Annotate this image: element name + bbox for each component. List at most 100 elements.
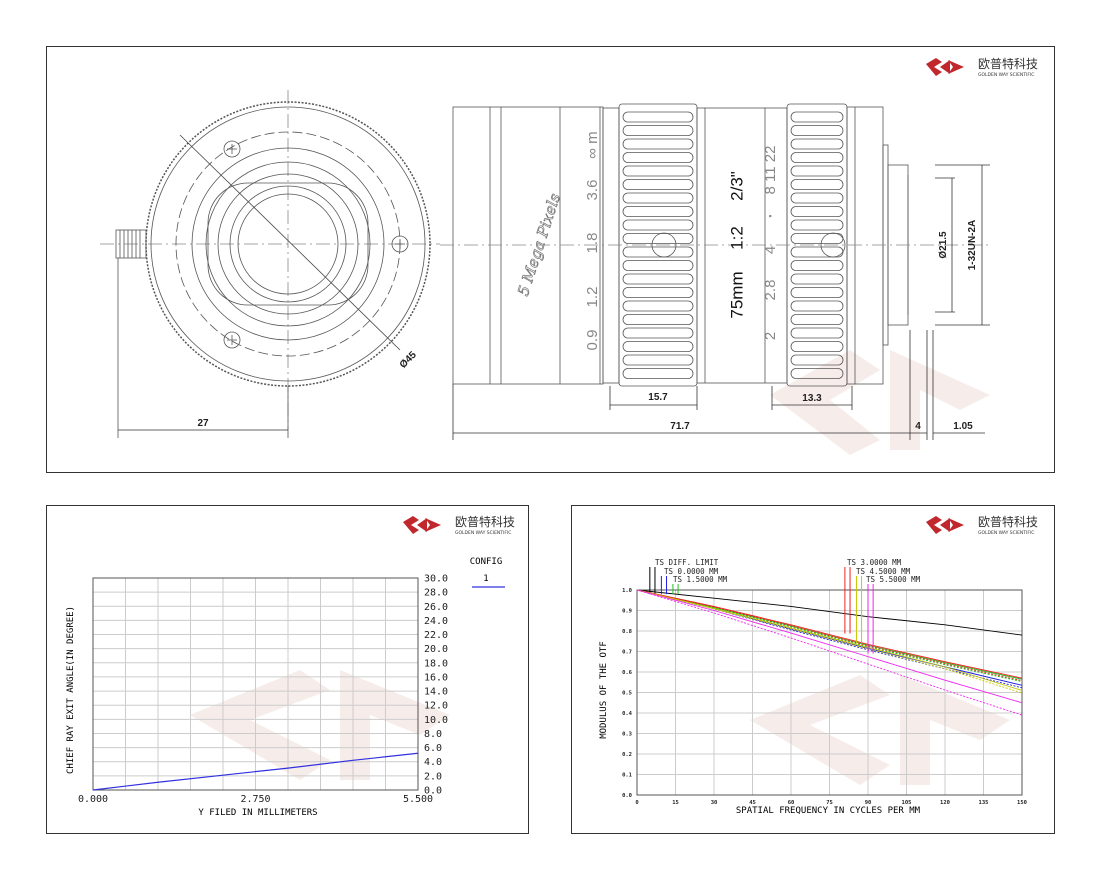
knurl-rib — [790, 206, 844, 217]
knurl-rib — [790, 273, 844, 285]
knurl-rib — [622, 300, 694, 312]
y-tick-label: 0.8 — [622, 629, 632, 635]
dim-flange: 4 — [915, 421, 921, 432]
knurl-rib — [622, 327, 694, 339]
knurl-rib — [622, 233, 694, 244]
series-line-sagittal — [636, 589, 1023, 683]
screw-icon — [391, 235, 409, 253]
knurl-rib — [790, 165, 844, 177]
mtf-chart-panel — [571, 505, 1055, 834]
dim-iris-ring: 13.3 — [802, 393, 822, 404]
knurl-rib — [622, 273, 694, 285]
series-line-sagittal — [636, 589, 1023, 682]
x-tick-label: 5.500 — [403, 794, 433, 805]
y-tick-label: 12.0 — [424, 701, 448, 712]
dim-thread-diameter: Ø21.5 — [938, 231, 949, 259]
lock-knob-icon — [115, 229, 147, 259]
y-axis-label: CHIEF RAY EXIT ANGLE(IN DEGREE) — [66, 606, 76, 774]
script-lettering: 5 Mega Pixels — [514, 191, 564, 298]
lens-side-view — [440, 103, 990, 440]
x-tick-label: 15 — [672, 800, 679, 806]
knurl-rib — [790, 111, 844, 123]
knurl-rib — [622, 138, 694, 150]
focal-length-label: 75mm — [727, 271, 746, 318]
y-tick-label: 0.7 — [622, 650, 632, 656]
logo-cn-text: 欧普特科技 — [978, 514, 1038, 529]
plot-frame — [92, 577, 419, 791]
series-line-tangential — [636, 589, 1023, 704]
legend-label: TS 3.0000 MM — [847, 558, 902, 567]
knurl-rib — [622, 152, 694, 163]
drawing-panel — [46, 46, 1055, 473]
format-label: 2/3" — [727, 171, 746, 201]
logo-en-text: GOLDEN WAY SCIENTIFIC — [978, 72, 1034, 78]
knurl-rib — [622, 125, 694, 136]
focus-scale: 0.9 1.2 1.8 3.6 ∞ m — [584, 131, 601, 350]
y-tick-label: 6.0 — [424, 743, 442, 754]
knurl-rib — [622, 179, 694, 190]
y-tick-label: 8.0 — [424, 729, 442, 740]
y-tick-label: 16.0 — [424, 672, 448, 683]
series-line-tangential — [636, 589, 1023, 691]
cra-chart: 0.0 2.0 4.0 6.0 8.0 10.0 12.0 14.0 16.0 18.0 20.0 2… — [78, 574, 448, 806]
knurl-rib — [790, 152, 844, 163]
y-tick-label: 22.0 — [424, 630, 448, 641]
knurl-rib — [622, 341, 694, 352]
x-tick-label: 45 — [749, 800, 756, 806]
knurl-rib — [622, 219, 694, 231]
logo-en-text: GOLDEN WAY SCIENTIFIC — [455, 530, 511, 536]
logo-en-text: GOLDEN WAY SCIENTIFIC — [978, 530, 1034, 536]
y-tick-label: 30.0 — [424, 574, 448, 585]
logo-mark-icon — [926, 58, 964, 76]
knurl-rib — [622, 246, 694, 258]
y-tick-label: 0.3 — [622, 732, 632, 738]
legend-label: TS 1.5000 MM — [673, 575, 728, 584]
plot-frame — [636, 589, 1023, 796]
knurl-rib — [622, 287, 694, 298]
y-tick-label: 0.0 — [424, 786, 442, 797]
x-tick-label: 60 — [788, 800, 795, 806]
y-tick-label: 10.0 — [424, 715, 448, 726]
y-axis-label: MODULUS OF THE OTF — [599, 641, 609, 739]
logo-cn-text: 欧普特科技 — [455, 514, 515, 529]
knurl-rib — [622, 368, 694, 379]
iris-mark: 2.8 — [762, 280, 779, 301]
x-tick-label: 0 — [635, 800, 638, 806]
focus-mark: 1.8 — [584, 233, 601, 254]
knurl-rib — [790, 368, 844, 379]
series-line-tangential — [636, 589, 1023, 679]
iris-mark: 2 — [762, 332, 779, 340]
y-tick-label: 20.0 — [424, 644, 448, 655]
knurl-rib — [790, 246, 844, 258]
knurl-rib — [790, 233, 844, 244]
knurl-rib — [790, 192, 844, 204]
x-tick-label: 75 — [826, 800, 833, 806]
logo-cn-text: 欧普特科技 — [978, 56, 1038, 71]
dim-focus-ring: 15.7 — [648, 392, 668, 403]
x-tick-label: 120 — [940, 800, 950, 806]
x-tick-label: 105 — [902, 800, 912, 806]
y-tick-label: 0.0 — [622, 793, 632, 799]
legend-entry-label: 1 — [483, 574, 488, 584]
knurl-rib — [790, 219, 844, 231]
logo-mark-icon — [926, 516, 964, 534]
y-tick-label: 0.6 — [622, 670, 633, 676]
y-tick-label: 24.0 — [424, 616, 448, 627]
knurl-rib — [790, 260, 844, 271]
series-line-tangential — [636, 589, 1023, 636]
knurl-rib — [622, 206, 694, 217]
knurl-rib — [790, 354, 844, 366]
knurl-rib — [790, 125, 844, 136]
x-tick-label: 30 — [711, 800, 718, 806]
y-tick-label: 28.0 — [424, 588, 448, 599]
knurl-rib — [622, 111, 694, 123]
dim-thread-length: 1.05 — [953, 421, 973, 432]
screw-icon — [223, 140, 241, 158]
focus-mark: 0.9 — [584, 330, 601, 351]
x-tick-label: 2.750 — [240, 794, 270, 805]
y-tick-label: 0.5 — [622, 691, 632, 697]
focus-mark: ∞ m — [584, 131, 601, 158]
